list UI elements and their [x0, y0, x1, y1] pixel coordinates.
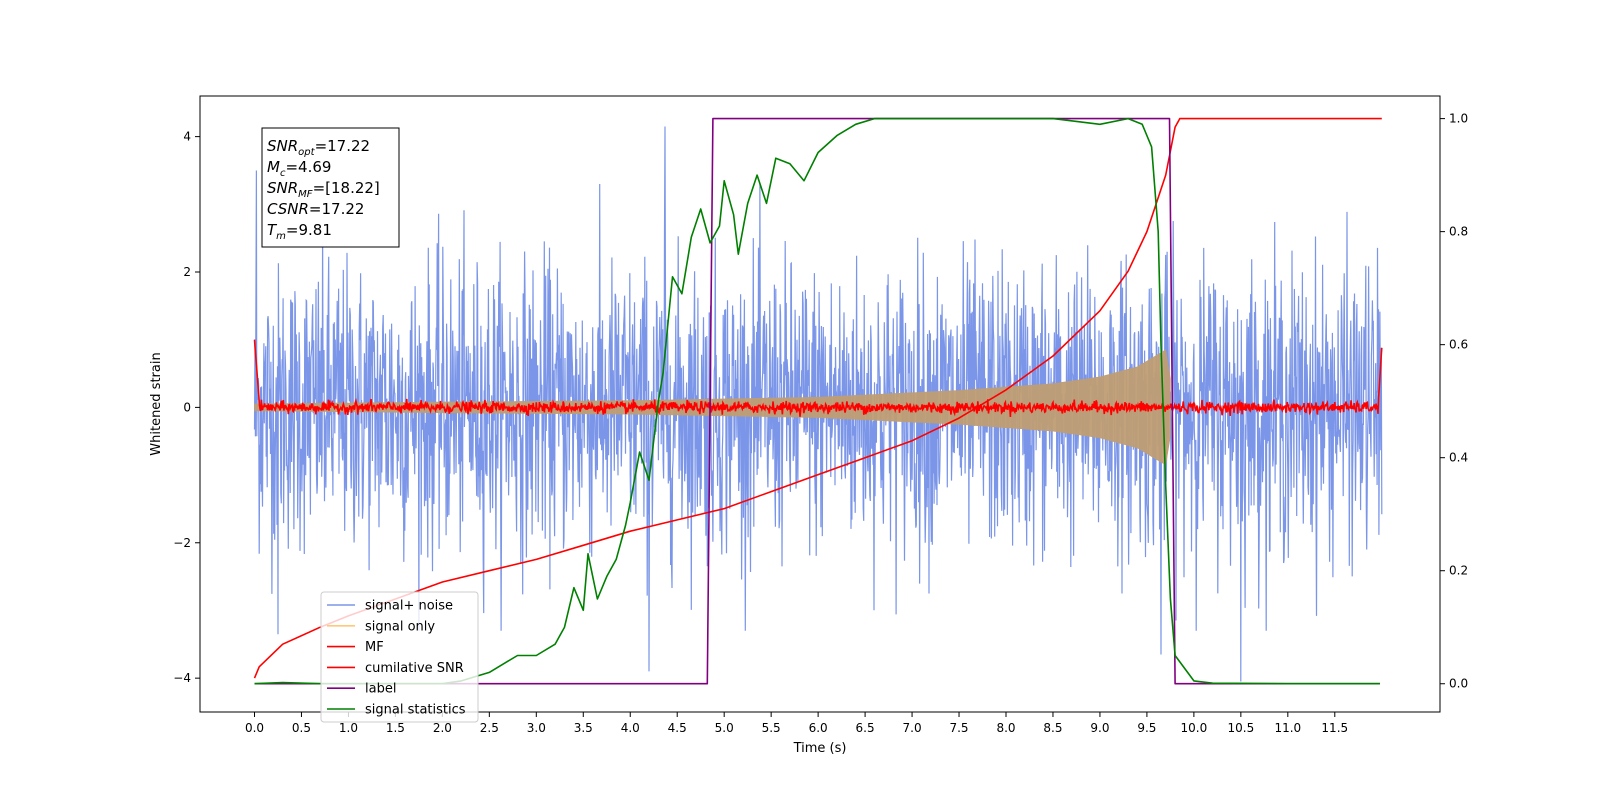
x-tick-label: 7.5 [949, 721, 968, 735]
series-mf-line [253, 339, 1383, 418]
annotation-line: SNRopt=17.22 [267, 137, 370, 158]
x-tick-label: 4.5 [668, 721, 687, 735]
x-tick-label: 5.0 [715, 721, 734, 735]
x-tick-label: 8.0 [996, 721, 1015, 735]
x-tick-label: 1.5 [386, 721, 405, 735]
legend-label: signal statistics [365, 703, 466, 718]
x-tick-label: 6.0 [809, 721, 828, 735]
y-tick-label: −2 [173, 536, 191, 550]
y-tick-label: 0 [183, 400, 191, 414]
legend-label: cumilative SNR [365, 661, 464, 676]
legend-label: MF [365, 640, 384, 655]
x-tick-label: 2.0 [433, 721, 452, 735]
x-tick-label: 11.5 [1321, 721, 1348, 735]
y2-tick-label: 0.4 [1449, 451, 1468, 465]
x-tick-label: 9.5 [1137, 721, 1156, 735]
legend-label: label [365, 682, 396, 697]
x-tick-label: 8.5 [1043, 721, 1062, 735]
y2-tick-label: 0.6 [1449, 338, 1468, 352]
y-tick-label: 2 [183, 265, 191, 279]
axes: 0.0 0.5 1.0 1.5 2.0 2.5 3.0 3.5 4.0 4.5 5.0 5.5 6.0 6… [173, 112, 1468, 735]
legend-label: signal only [365, 619, 435, 634]
series-signal-statistics-line [254, 117, 1380, 685]
x-tick-label: 9.0 [1090, 721, 1109, 735]
annotation-frame [261, 127, 400, 248]
x-tick-label: 10.0 [1181, 721, 1208, 735]
y2-tick-label: 0.2 [1449, 564, 1468, 578]
x-tick-label: 3.0 [527, 721, 546, 735]
y-tick-label: −4 [173, 671, 191, 685]
legend: signal+ noise signal only MF cumilative SNR… [320, 591, 479, 723]
x-axis-label: Time (s) [793, 741, 847, 756]
x-tick-label: 2.5 [480, 721, 499, 735]
annotation-line: SNRMF=[18.22] [267, 179, 380, 200]
annotation-line: CSNR=17.22 [267, 200, 364, 218]
annotation-box: SNRopt=17.22Mc=4.69SNRMF=[18.22]CSNR=17.… [261, 127, 400, 248]
x-tick-label: 1.0 [339, 721, 358, 735]
annotation-line: Mc=4.69 [267, 158, 331, 179]
x-tick-label: 5.5 [762, 721, 781, 735]
x-tick-label: 3.5 [574, 721, 593, 735]
x-tick-label: 11.0 [1274, 721, 1301, 735]
legend-label: signal+ noise [365, 599, 453, 614]
y2-tick-label: 0.0 [1449, 677, 1468, 691]
x-tick-label: 6.5 [856, 721, 875, 735]
x-tick-label: 4.0 [621, 721, 640, 735]
axes-frame [199, 95, 1441, 713]
y2-tick-label: 0.8 [1449, 225, 1468, 239]
y2-tick-label: 1.0 [1449, 112, 1468, 126]
x-tick-label: 7.0 [903, 721, 922, 735]
x-tick-label: 0.0 [245, 721, 264, 735]
annotation-line: Tm=9.81 [267, 221, 332, 242]
x-tick-label: 10.5 [1227, 721, 1254, 735]
y-axis-label: Whitened strain [149, 352, 164, 455]
x-tick-label: 0.5 [292, 721, 311, 735]
y-tick-label: 4 [183, 130, 191, 144]
legend-frame [320, 591, 479, 723]
